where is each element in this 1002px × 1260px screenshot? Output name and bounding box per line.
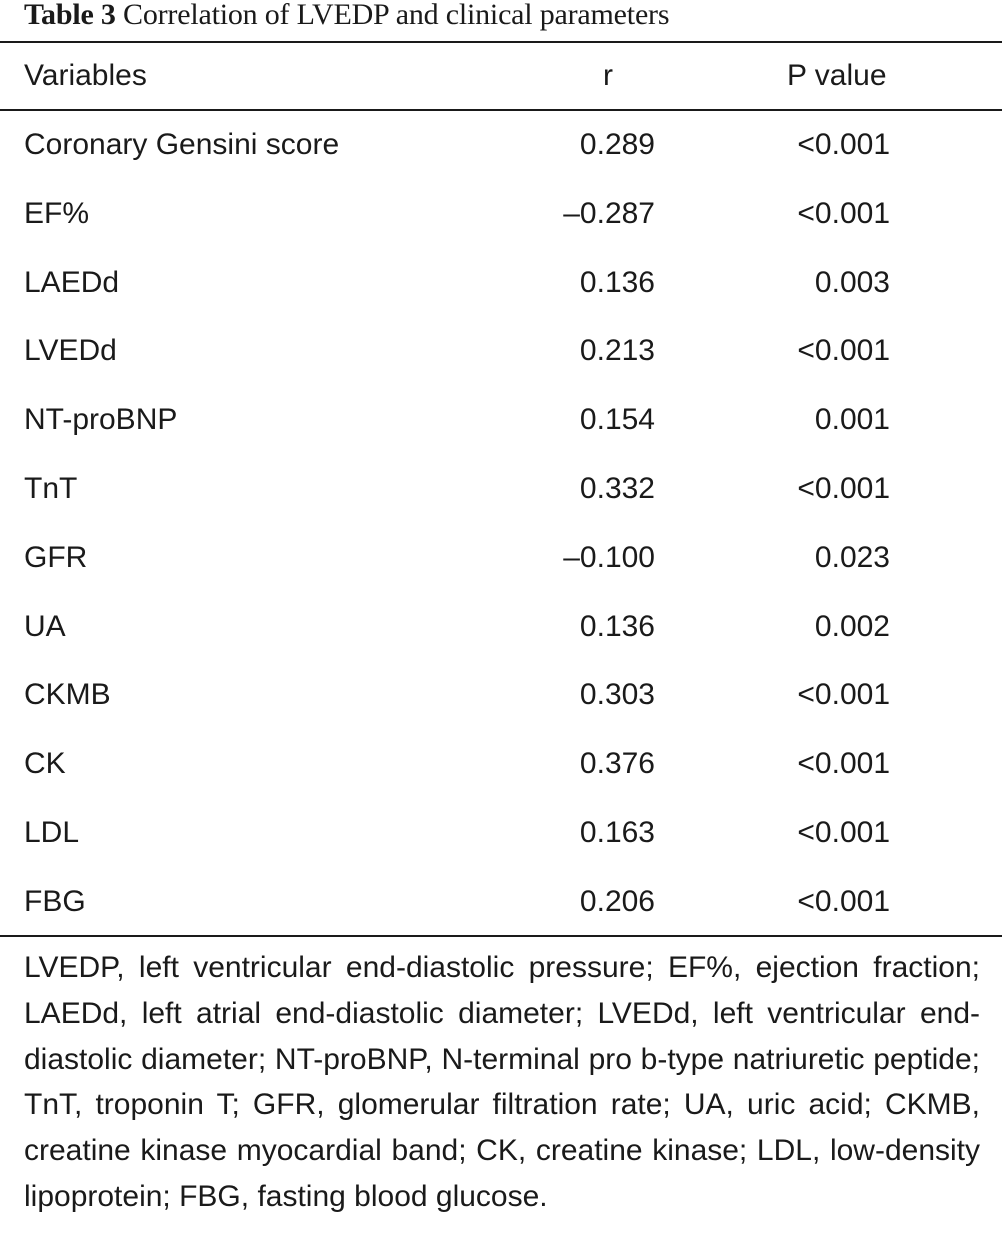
table-row: TnT 0.332 <0.001 bbox=[0, 455, 1002, 524]
table-row: LVEDd 0.213 <0.001 bbox=[0, 317, 1002, 386]
cell-p-value: 0.023 bbox=[814, 540, 890, 574]
cell-r: 0.136 bbox=[579, 265, 655, 299]
cell-r: 0.213 bbox=[579, 334, 655, 368]
cell-variable: CKMB bbox=[24, 678, 111, 712]
table-row: CK 0.376 <0.001 bbox=[0, 730, 1002, 799]
cell-variable: LVEDd bbox=[24, 334, 117, 368]
table-footnote: LVEDP, left ventricular end-diastolic pr… bbox=[24, 951, 980, 1213]
cell-p-value: <0.001 bbox=[797, 815, 890, 849]
cell-p-value: <0.001 bbox=[797, 128, 890, 161]
cell-p-value: 0.001 bbox=[814, 403, 890, 437]
table-row: Coronary Gensini score 0.289 <0.001 bbox=[0, 111, 1002, 180]
cell-p-value: <0.001 bbox=[797, 747, 890, 781]
cell-variable: TnT bbox=[24, 471, 78, 505]
cell-p-value: <0.001 bbox=[797, 334, 890, 368]
cell-variable: FBG bbox=[24, 884, 86, 918]
cell-variable: EF% bbox=[24, 196, 90, 230]
header-r: r bbox=[603, 59, 613, 92]
cell-variable: LAEDd bbox=[24, 265, 120, 299]
cell-r: 0.136 bbox=[579, 609, 655, 643]
cell-p-value: <0.001 bbox=[797, 471, 890, 505]
table-row: UA 0.136 0.002 bbox=[0, 593, 1002, 662]
table-row: CKMB 0.303 <0.001 bbox=[0, 661, 1002, 730]
table-row: EF% –0.287 <0.001 bbox=[0, 180, 1002, 249]
table-body: Coronary Gensini score 0.289 <0.001 EF% … bbox=[0, 111, 1002, 937]
cell-variable: GFR bbox=[24, 540, 88, 574]
bottom-rule bbox=[0, 935, 1002, 937]
cell-r: 0.163 bbox=[579, 815, 655, 849]
table-row: LDL 0.163 <0.001 bbox=[0, 799, 1002, 868]
table-row: LAEDd 0.136 0.003 bbox=[0, 249, 1002, 318]
cell-r: 0.206 bbox=[579, 884, 655, 918]
table-title: Correlation of LVEDP and clinical parame… bbox=[123, 0, 670, 31]
table-row: NT-proBNP 0.154 0.001 bbox=[0, 386, 1002, 455]
cell-r: –0.287 bbox=[563, 196, 655, 230]
cell-r: 0.303 bbox=[579, 678, 655, 712]
cell-r: 0.154 bbox=[579, 403, 655, 437]
cell-r: –0.100 bbox=[563, 540, 655, 574]
cell-variable: NT-proBNP bbox=[24, 403, 178, 437]
top-rule bbox=[0, 41, 1002, 43]
header-p-value: P value bbox=[787, 59, 887, 92]
table-row: GFR –0.100 0.023 bbox=[0, 524, 1002, 593]
cell-r: 0.332 bbox=[579, 471, 655, 505]
table-number: Table 3 bbox=[24, 0, 116, 31]
cell-p-value: <0.001 bbox=[797, 678, 890, 712]
cell-r: 0.289 bbox=[579, 128, 655, 161]
cell-p-value: 0.002 bbox=[814, 609, 890, 643]
header-variables: Variables bbox=[24, 59, 147, 92]
header-rule bbox=[0, 109, 1002, 111]
cell-variable: Coronary Gensini score bbox=[24, 128, 340, 161]
cell-variable: LDL bbox=[24, 815, 80, 849]
cell-variable: CK bbox=[24, 747, 66, 781]
cell-p-value: <0.001 bbox=[797, 196, 890, 230]
cell-variable: UA bbox=[24, 609, 66, 643]
table-caption: Table 3 Correlation of LVEDP and clinica… bbox=[24, 0, 670, 32]
table-row: FBG 0.206 <0.001 bbox=[0, 868, 1002, 937]
cell-p-value: <0.001 bbox=[797, 884, 890, 918]
table-header-row: Variables r P value bbox=[0, 42, 1002, 109]
cell-p-value: 0.003 bbox=[814, 265, 890, 299]
cell-r: 0.376 bbox=[579, 747, 655, 781]
